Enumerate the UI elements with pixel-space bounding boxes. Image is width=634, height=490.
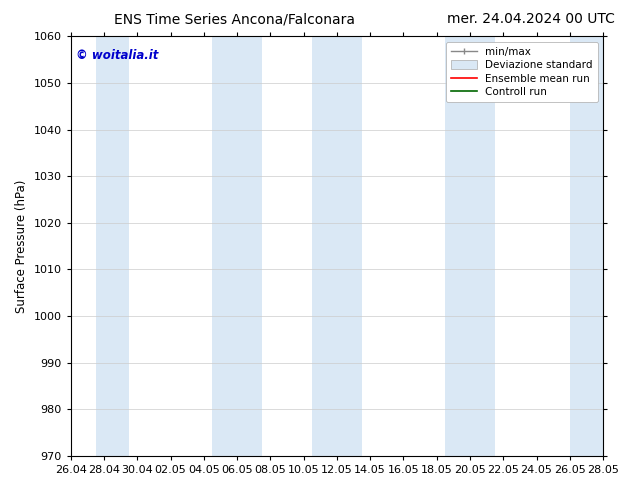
- Text: ENS Time Series Ancona/Falconara: ENS Time Series Ancona/Falconara: [114, 12, 355, 26]
- Bar: [312, 36, 362, 456]
- Text: © woitalia.it: © woitalia.it: [76, 49, 158, 62]
- Bar: [212, 36, 262, 456]
- Text: mer. 24.04.2024 00 UTC: mer. 24.04.2024 00 UTC: [447, 12, 615, 26]
- Legend: min/max, Deviazione standard, Ensemble mean run, Controll run: min/max, Deviazione standard, Ensemble m…: [446, 42, 598, 102]
- Bar: [570, 36, 611, 456]
- Bar: [445, 36, 495, 456]
- Bar: [96, 36, 129, 456]
- Y-axis label: Surface Pressure (hPa): Surface Pressure (hPa): [15, 179, 28, 313]
